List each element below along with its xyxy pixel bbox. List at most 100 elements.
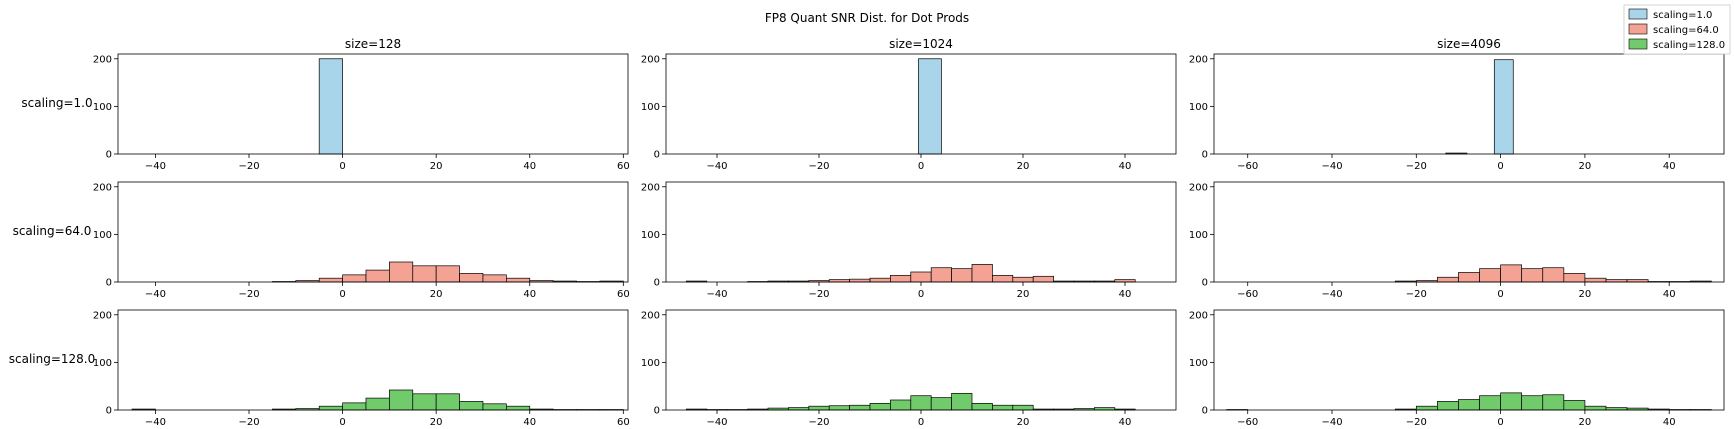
x-tick-label: 20: [1579, 161, 1592, 172]
histogram-bar: [1437, 401, 1459, 411]
histogram-bar: [890, 274, 912, 283]
x-tick-label: 40: [1119, 161, 1132, 172]
y-tick-label: 200: [641, 54, 660, 65]
axes-frame: [1213, 53, 1725, 155]
column-title: size=4096: [1437, 37, 1501, 51]
y-tick-label: 100: [1189, 230, 1208, 241]
histogram-bar: [318, 277, 343, 283]
axes-frame: [117, 309, 629, 411]
x-tick-label: −20: [808, 417, 829, 428]
axes-frame: [117, 53, 629, 155]
x-tick-label: 60: [617, 289, 630, 300]
histogram-bar: [482, 274, 507, 283]
row-label: scaling=64.0: [13, 224, 92, 238]
histogram-bar: [1415, 405, 1438, 411]
x-tick-label: 40: [1663, 161, 1676, 172]
x-tick-label: −20: [1406, 161, 1427, 172]
x-tick-label: 0: [1497, 289, 1503, 300]
subplot: −60 −40 −20 0 20 40 0 100 200: [1189, 53, 1725, 172]
subplot: −40 −20 0 20 40 0 100 200: [641, 309, 1177, 428]
figure-title: FP8 Quant SNR Dist. for Dot Prods: [765, 11, 969, 25]
x-tick-label: −40: [145, 161, 166, 172]
histogram-bar: [1584, 405, 1607, 411]
histogram-bar: [1032, 275, 1054, 283]
histogram-bar: [1458, 272, 1480, 283]
histogram-bar: [459, 401, 484, 411]
histogram-bar: [1500, 392, 1523, 411]
x-tick-label: −40: [706, 289, 727, 300]
subplot: −40 −20 0 20 40 60 0 100 200: [93, 53, 630, 172]
axes-frame: [1213, 181, 1725, 283]
column-title: size=128: [345, 37, 401, 51]
x-tick-label: 0: [339, 161, 345, 172]
legend-swatch-2: [1628, 23, 1648, 35]
y-tick-label: 200: [93, 54, 112, 65]
x-tick-label: 40: [523, 417, 536, 428]
histogram-bar: [1012, 276, 1034, 283]
x-tick-label: 20: [430, 161, 443, 172]
histogram-bar: [1521, 395, 1544, 411]
histogram-bar: [918, 58, 942, 155]
histogram-bar: [365, 397, 390, 411]
y-tick-label: 0: [654, 278, 660, 289]
y-tick-label: 0: [1202, 278, 1208, 289]
histogram-bar: [1458, 399, 1480, 411]
y-tick-label: 0: [1202, 150, 1208, 161]
x-tick-label: −40: [1321, 161, 1342, 172]
histogram-bar: [910, 395, 932, 411]
x-tick-label: −20: [238, 161, 259, 172]
legend-label-2: scaling=64.0: [1653, 25, 1719, 36]
histogram-bar: [1500, 264, 1523, 283]
histogram-bar: [1584, 277, 1607, 283]
x-tick-label: −40: [1321, 289, 1342, 300]
histogram-bar: [1012, 404, 1034, 411]
histogram-bar: [910, 271, 932, 283]
axes-frame: [117, 181, 629, 283]
x-tick-label: −60: [1237, 161, 1258, 172]
x-tick-label: −20: [238, 289, 259, 300]
x-tick-label: −20: [1406, 417, 1427, 428]
histogram-bar: [389, 261, 414, 283]
histogram-bar: [365, 269, 390, 283]
subplot: −40 −20 0 20 40 0 100 200: [641, 53, 1177, 172]
histogram-bar: [1521, 268, 1544, 283]
x-tick-label: 20: [430, 289, 443, 300]
x-tick-label: 40: [1119, 289, 1132, 300]
subplot: −60 −40 −20 0 20 40 0 100 200: [1189, 181, 1725, 300]
x-tick-label: 20: [1579, 417, 1592, 428]
y-tick-label: 200: [1189, 310, 1208, 321]
x-tick-label: 20: [1017, 289, 1030, 300]
y-tick-label: 0: [654, 150, 660, 161]
x-tick-label: −20: [808, 161, 829, 172]
x-tick-label: 0: [339, 289, 345, 300]
histogram-bar: [342, 402, 367, 411]
x-tick-label: −20: [238, 417, 259, 428]
x-tick-label: 0: [1497, 417, 1503, 428]
x-tick-label: 40: [1663, 417, 1676, 428]
y-tick-label: 0: [106, 406, 112, 417]
y-tick-label: 200: [1189, 182, 1208, 193]
histogram-bar: [1493, 59, 1514, 155]
histogram-bar: [389, 389, 414, 411]
x-tick-label: 0: [918, 417, 924, 428]
histogram-bar: [1437, 276, 1459, 283]
histogram-bar: [849, 278, 871, 283]
subplot: −40 −20 0 20 40 60 0 100 200: [93, 309, 630, 428]
axes-frame: [665, 181, 1177, 283]
histogram-bar: [1542, 394, 1565, 411]
histogram-bar: [930, 267, 952, 283]
x-tick-label: 60: [617, 161, 630, 172]
histogram-bar: [318, 405, 343, 411]
histogram-bar: [890, 399, 912, 411]
histogram-bar: [342, 274, 367, 283]
histogram-bar: [1479, 268, 1501, 283]
x-tick-label: 20: [1017, 161, 1030, 172]
histogram-bar: [971, 402, 993, 411]
x-tick-label: 0: [339, 417, 345, 428]
y-tick-label: 100: [1189, 102, 1208, 113]
histogram-bar: [828, 405, 850, 411]
y-tick-label: 200: [93, 310, 112, 321]
subplot: −40 −20 0 20 40 60 0 100 200: [93, 181, 630, 300]
